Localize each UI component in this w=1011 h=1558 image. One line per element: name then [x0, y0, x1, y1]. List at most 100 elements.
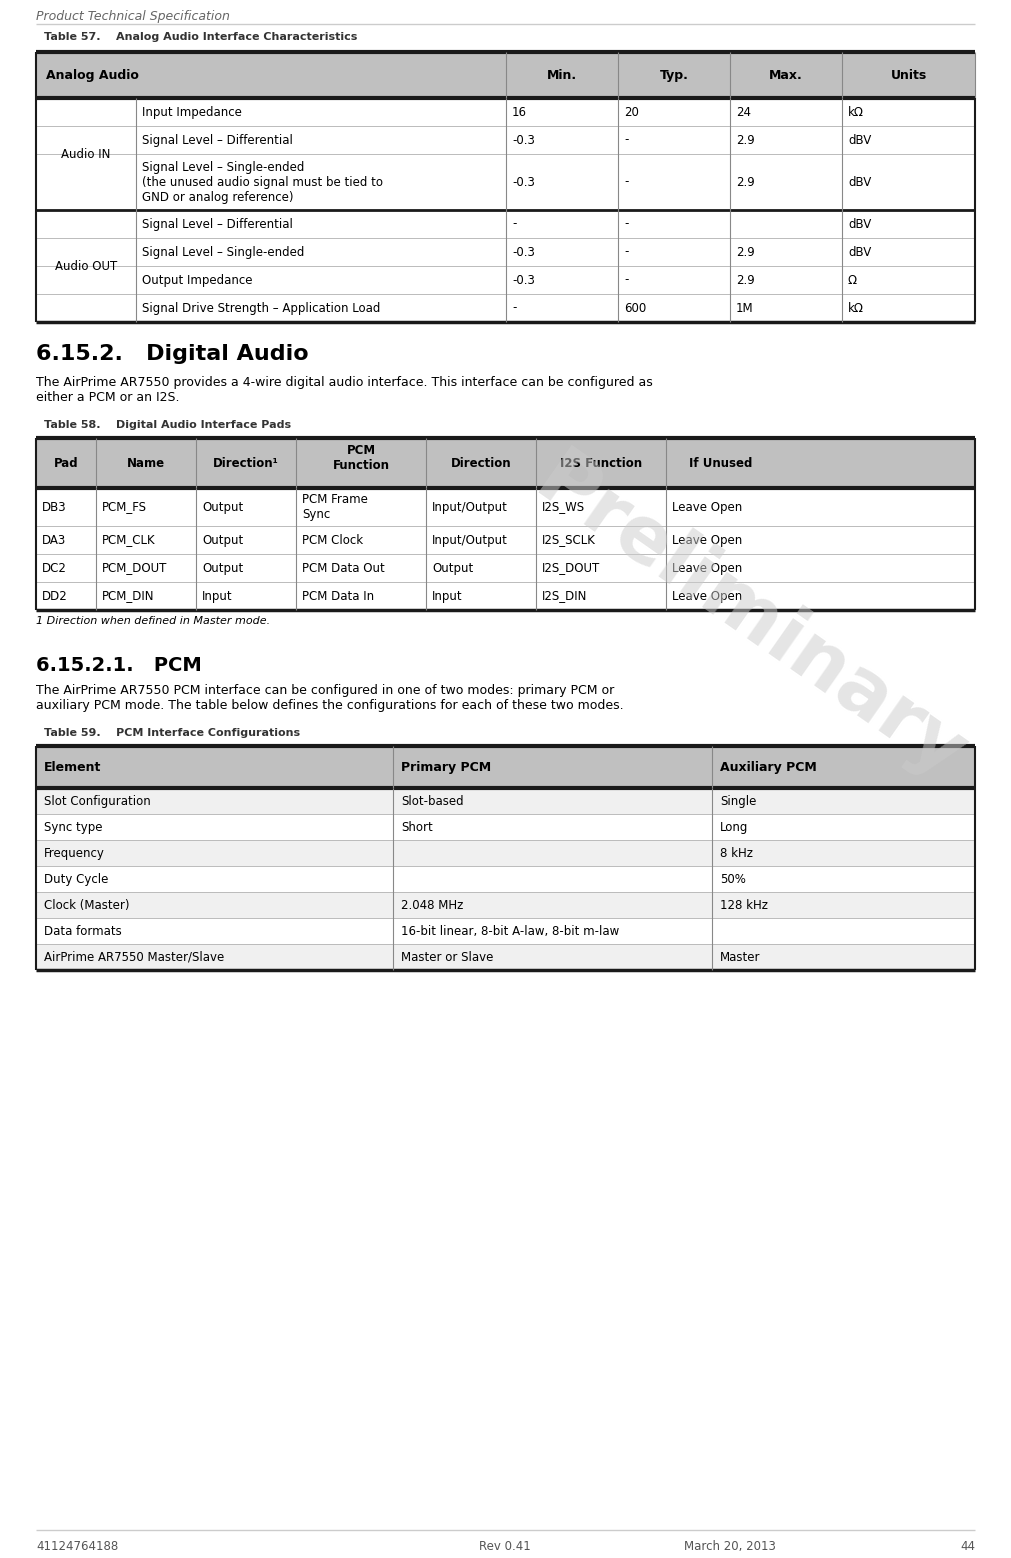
Text: -0.3: -0.3 — [512, 134, 535, 146]
Text: -: - — [624, 176, 629, 189]
Text: Product Technical Specification: Product Technical Specification — [36, 9, 229, 23]
Text: PCM Frame
Sync: PCM Frame Sync — [302, 492, 368, 520]
Text: Direction¹: Direction¹ — [213, 456, 279, 469]
Text: PCM_CLK: PCM_CLK — [102, 533, 156, 547]
Text: Preliminary: Preliminary — [521, 444, 980, 796]
Text: PCM Data In: PCM Data In — [302, 589, 374, 603]
Text: Primary PCM: Primary PCM — [400, 760, 491, 773]
Bar — [36, 294, 975, 323]
Text: Signal Level – Single-ended: Signal Level – Single-ended — [142, 246, 304, 259]
Text: Signal Level – Differential: Signal Level – Differential — [142, 218, 293, 231]
Bar — [36, 788, 975, 813]
Text: The AirPrime AR7550 provides a 4-wire digital audio interface. This interface ca: The AirPrime AR7550 provides a 4-wire di… — [36, 375, 653, 404]
Text: Audio OUT: Audio OUT — [55, 260, 117, 273]
Bar — [36, 746, 975, 788]
Text: Leave Open: Leave Open — [672, 500, 742, 514]
Text: 6.15.2.1.   PCM: 6.15.2.1. PCM — [36, 656, 202, 675]
Text: -0.3: -0.3 — [512, 176, 535, 189]
Text: Output: Output — [202, 533, 244, 547]
Text: Slot Configuration: Slot Configuration — [44, 795, 151, 807]
Bar — [36, 944, 975, 971]
Text: Table 59.    PCM Interface Configurations: Table 59. PCM Interface Configurations — [44, 728, 300, 738]
Text: Name: Name — [127, 456, 165, 469]
Text: DB3: DB3 — [42, 500, 67, 514]
Text: Master: Master — [720, 950, 760, 963]
Bar — [36, 98, 975, 126]
Text: 128 kHz: 128 kHz — [720, 899, 768, 911]
Text: Data formats: Data formats — [44, 924, 121, 938]
Bar — [36, 154, 975, 210]
Text: Duty Cycle: Duty Cycle — [44, 872, 108, 885]
Text: -: - — [624, 134, 629, 146]
Text: Element: Element — [44, 760, 101, 773]
Text: Auxiliary PCM: Auxiliary PCM — [720, 760, 817, 773]
Text: Rev 0.41: Rev 0.41 — [479, 1539, 531, 1553]
Bar — [36, 866, 975, 893]
Text: -: - — [512, 302, 517, 315]
Text: I2S_DOUT: I2S_DOUT — [542, 561, 601, 575]
Text: dBV: dBV — [848, 218, 871, 231]
Bar — [36, 488, 975, 527]
Text: Single: Single — [720, 795, 756, 807]
Bar — [36, 840, 975, 866]
Bar — [36, 555, 975, 583]
Text: Direction: Direction — [451, 456, 512, 469]
Text: AirPrime AR7550 Master/Slave: AirPrime AR7550 Master/Slave — [44, 950, 224, 963]
Text: Output: Output — [202, 500, 244, 514]
Bar — [36, 126, 975, 154]
Text: Leave Open: Leave Open — [672, 589, 742, 603]
Text: PCM
Function: PCM Function — [333, 444, 389, 472]
Text: DC2: DC2 — [42, 561, 67, 575]
Bar — [36, 583, 975, 611]
Text: Sync type: Sync type — [44, 821, 102, 834]
Bar — [36, 51, 975, 98]
Text: kΩ: kΩ — [848, 302, 864, 315]
Bar — [36, 893, 975, 918]
Text: Max.: Max. — [769, 69, 803, 81]
Text: -0.3: -0.3 — [512, 274, 535, 287]
Text: Min.: Min. — [547, 69, 577, 81]
Text: 8 kHz: 8 kHz — [720, 846, 753, 860]
Text: PCM_FS: PCM_FS — [102, 500, 147, 514]
Text: Typ.: Typ. — [659, 69, 688, 81]
Text: I2S_WS: I2S_WS — [542, 500, 585, 514]
Text: I2S_SCLK: I2S_SCLK — [542, 533, 595, 547]
Text: March 20, 2013: March 20, 2013 — [684, 1539, 775, 1553]
Text: Master or Slave: Master or Slave — [400, 950, 493, 963]
Text: 1M: 1M — [736, 302, 753, 315]
Bar — [36, 266, 975, 294]
Text: Signal Level – Single-ended
(the unused audio signal must be tied to
GND or anal: Signal Level – Single-ended (the unused … — [142, 160, 383, 204]
Bar — [36, 438, 975, 488]
Text: 24: 24 — [736, 106, 751, 118]
Text: dBV: dBV — [848, 246, 871, 259]
Text: Slot-based: Slot-based — [400, 795, 463, 807]
Text: 2.9: 2.9 — [736, 176, 755, 189]
Text: dBV: dBV — [848, 134, 871, 146]
Text: 2.048 MHz: 2.048 MHz — [400, 899, 463, 911]
Text: Signal Level – Differential: Signal Level – Differential — [142, 134, 293, 146]
Bar — [36, 918, 975, 944]
Text: 2.9: 2.9 — [736, 274, 755, 287]
Text: Audio IN: Audio IN — [62, 148, 110, 160]
Text: PCM Data Out: PCM Data Out — [302, 561, 385, 575]
Text: Ω: Ω — [848, 274, 857, 287]
Text: 2.9: 2.9 — [736, 134, 755, 146]
Text: Units: Units — [891, 69, 927, 81]
Text: Table 57.    Analog Audio Interface Characteristics: Table 57. Analog Audio Interface Charact… — [44, 33, 357, 42]
Text: Clock (Master): Clock (Master) — [44, 899, 129, 911]
Text: 1 Direction when defined in Master mode.: 1 Direction when defined in Master mode. — [36, 615, 270, 626]
Text: Input/Output: Input/Output — [432, 533, 508, 547]
Text: Signal Drive Strength – Application Load: Signal Drive Strength – Application Load — [142, 302, 380, 315]
Text: Pad: Pad — [54, 456, 78, 469]
Text: 44: 44 — [960, 1539, 975, 1553]
Text: 6.15.2.   Digital Audio: 6.15.2. Digital Audio — [36, 344, 308, 365]
Text: Output: Output — [432, 561, 473, 575]
Text: 16-bit linear, 8-bit A-law, 8-bit m-law: 16-bit linear, 8-bit A-law, 8-bit m-law — [400, 924, 619, 938]
Text: -: - — [624, 246, 629, 259]
Text: Leave Open: Leave Open — [672, 561, 742, 575]
Text: PCM_DIN: PCM_DIN — [102, 589, 155, 603]
Text: Output: Output — [202, 561, 244, 575]
Text: Leave Open: Leave Open — [672, 533, 742, 547]
Text: 50%: 50% — [720, 872, 746, 885]
Text: -0.3: -0.3 — [512, 246, 535, 259]
